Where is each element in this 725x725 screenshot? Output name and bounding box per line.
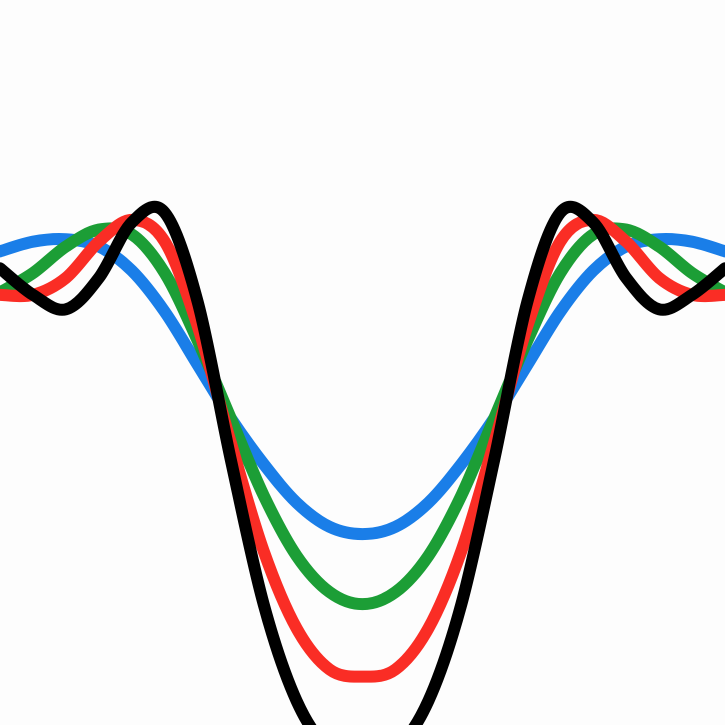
series-layer [0, 201, 725, 725]
series-line-blue [0, 233, 725, 541]
series-line-black [0, 201, 725, 725]
